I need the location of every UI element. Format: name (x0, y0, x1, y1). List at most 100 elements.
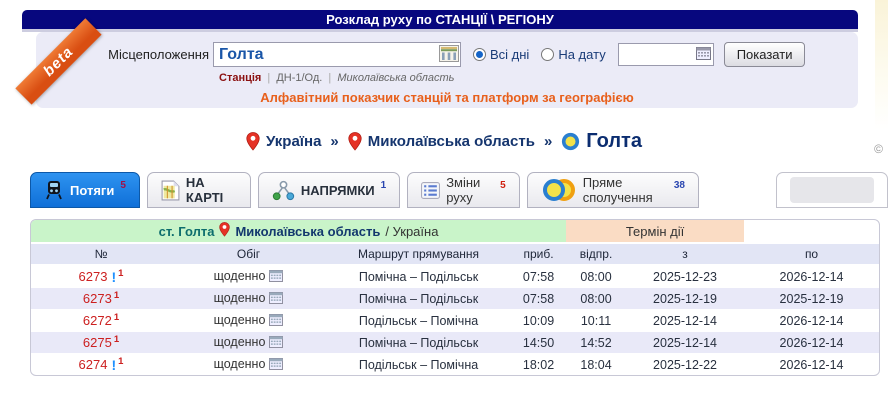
copyright-mark: © (874, 142, 883, 156)
location-meta: Станція | ДН-1/Од. | Миколаївська област… (219, 72, 455, 84)
valid-to: 2026-12-14 (744, 331, 879, 353)
departure-time: 10:11 (566, 309, 627, 331)
map-icon (161, 180, 180, 201)
breadcrumb-label: Україна (266, 133, 322, 150)
page-edge-decoration (875, 0, 888, 130)
route: Подільськ – Помічна (326, 309, 511, 331)
arrival-time: 07:58 (511, 287, 567, 309)
location-type: Станція (219, 72, 262, 84)
tab-label: Пряме сполучення (582, 175, 653, 205)
column-header: Обіг (171, 244, 326, 265)
tab[interactable]: Зміни руху 5 (407, 172, 520, 208)
location-region: Миколаївська область (337, 72, 455, 84)
location-input[interactable] (213, 42, 461, 67)
route: Помічна – Подільськ (326, 331, 511, 353)
table-row: 6273!1 щоденно Помічна – Подільськ 07:58… (31, 265, 879, 287)
calendar-icon[interactable] (269, 357, 284, 373)
tab[interactable]: НАПРЯМКИ 1 (257, 172, 401, 208)
tab-count-badge: 5 (120, 179, 126, 191)
arrival-time: 14:50 (511, 331, 567, 353)
column-header: з (626, 244, 745, 265)
tab-count-badge: 5 (500, 179, 506, 191)
table-row: 6274! 1 щоденно Подільськ – Помічна 18:02… (31, 353, 879, 375)
train-number[interactable]: 6273 (78, 269, 108, 285)
map-pin-icon (219, 222, 231, 240)
calendar-icon[interactable] (269, 269, 284, 285)
valid-to: 2025-12-19 (744, 287, 879, 309)
departure-time: 08:00 (566, 265, 627, 287)
calendar-icon[interactable] (269, 291, 284, 307)
schedule-rows: 6273! 1 щоденно Помічна – Подільськ 07:58… (31, 265, 879, 375)
column-header: № (31, 244, 171, 265)
search-panel: beta Місцеположення Всі дні На дату (15, 18, 858, 108)
location-division: ДН-1/Од. (276, 72, 323, 84)
train-number[interactable]: 6272 (82, 313, 112, 329)
valid-from: 2025-12-14 (626, 331, 745, 353)
calendar-icon[interactable] (695, 47, 711, 65)
column-header: по (744, 244, 879, 265)
breadcrumb-separator: » (543, 133, 553, 150)
note-superscript: 1 (113, 290, 120, 302)
tab[interactable]: НА КАРТІ (146, 172, 251, 208)
page-title: Розклад руху по СТАНЦІЇ \ РЕГІОНУ (22, 10, 858, 29)
tab-count-badge: 1 (380, 179, 387, 191)
train-number[interactable]: 6273 (82, 291, 112, 307)
all-days-label[interactable]: Всі дні (490, 47, 530, 62)
station-region[interactable]: Миколаївська область (235, 223, 381, 239)
alphabet-index-link[interactable]: Алфавітний показчик станцій та платформ … (260, 90, 634, 105)
calendar-icon[interactable] (269, 335, 284, 351)
tab-label: НАПРЯМКИ (300, 182, 375, 198)
title-underline (22, 29, 858, 32)
train-number[interactable]: 6275 (82, 335, 112, 351)
arrival-time: 10:09 (511, 309, 567, 331)
departure-time: 08:00 (566, 287, 627, 309)
service-frequency: щоденно (213, 334, 266, 349)
valid-from: 2025-12-22 (626, 353, 745, 375)
station-header-row: ст. Голта Миколаївська область / Україна… (31, 220, 879, 244)
tab-count-badge: 38 (673, 179, 685, 191)
breadcrumb-item[interactable]: Голта (561, 130, 642, 153)
table-row: 6275!1 щоденно Помічна – Подільськ 14:50… (31, 331, 879, 353)
tab[interactable]: Пряме сполучення 38 (526, 172, 699, 208)
train-icon (44, 180, 64, 200)
train-number[interactable]: 6274 (78, 357, 108, 373)
service-frequency: щоденно (213, 356, 266, 371)
tab[interactable] (776, 172, 888, 208)
breadcrumb-separator: » (330, 133, 339, 150)
tab[interactable]: Потяги 5 (30, 172, 140, 208)
note-superscript: 1 (118, 356, 124, 368)
departure-time: 14:52 (566, 331, 627, 353)
valid-to: 2026-12-14 (744, 309, 879, 331)
station-header-cell: ст. Голта Миколаївська область / Україна (31, 220, 567, 244)
tab-label: Зміни руху (446, 175, 481, 205)
show-button[interactable]: Показати (723, 42, 806, 67)
tab-bar: Потяги 5 НА КАРТІ НАПРЯМКИ 1 Зміни руху … (30, 172, 888, 208)
empty-header-cell (744, 220, 879, 244)
station-country[interactable]: / Україна (385, 223, 439, 239)
breadcrumb-label: Миколаївська область (367, 133, 535, 150)
note-superscript: 1 (113, 334, 120, 346)
service-frequency: щоденно (213, 268, 266, 283)
table-row: 6273!1 щоденно Помічна – Подільськ 07:58… (31, 287, 879, 309)
list-icon (421, 181, 441, 199)
warning-icon: ! (111, 268, 117, 285)
breadcrumb-item[interactable]: Україна (246, 132, 321, 151)
on-date-radio[interactable] (541, 48, 555, 61)
schedule-table: ст. Голта Миколаївська область / Україна… (30, 219, 880, 376)
tab-label: НА КАРТІ (185, 175, 224, 205)
service-frequency: щоденно (213, 290, 266, 305)
calendar-icon[interactable] (269, 313, 284, 329)
all-days-radio[interactable] (473, 48, 486, 61)
tab-label: Потяги (70, 182, 115, 198)
on-date-label[interactable]: На дату (558, 47, 606, 62)
date-input[interactable] (617, 43, 714, 66)
valid-from: 2025-12-19 (626, 287, 745, 309)
column-header-row: № Обіг Маршрут прямування приб. відпр. з по (31, 244, 879, 265)
breadcrumb-item[interactable]: Миколаївська область (348, 132, 535, 151)
note-superscript: 1 (113, 312, 120, 324)
map-pin-icon (246, 132, 260, 151)
route: Помічна – Подільськ (326, 265, 511, 287)
route: Помічна – Подільськ (326, 287, 511, 309)
warning-icon: ! (111, 356, 117, 373)
